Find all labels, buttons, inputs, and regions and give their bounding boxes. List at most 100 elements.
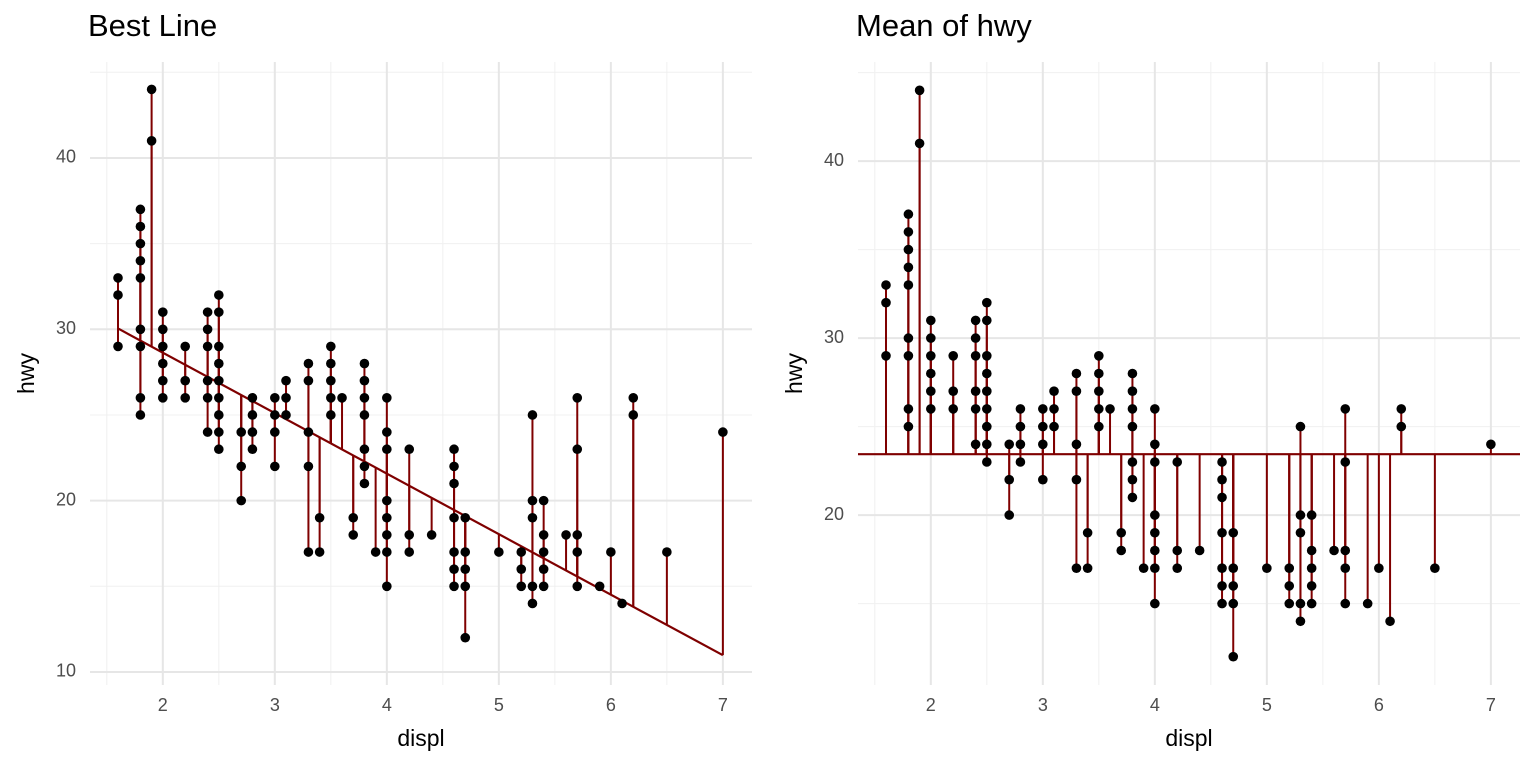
x-axis-title: displ (397, 725, 444, 751)
y-tick-label: 10 (56, 661, 76, 681)
point (158, 393, 168, 403)
point (1172, 563, 1183, 573)
point (1228, 581, 1239, 591)
point (270, 427, 280, 437)
point (903, 404, 914, 414)
point (1396, 421, 1407, 432)
point (1150, 563, 1160, 573)
point (146, 84, 157, 95)
point (1295, 421, 1306, 432)
point (1295, 598, 1306, 609)
point (236, 461, 247, 472)
point (1217, 492, 1227, 503)
point (718, 427, 728, 437)
point (135, 273, 146, 283)
point (948, 351, 959, 361)
point (236, 495, 247, 506)
point (903, 333, 914, 343)
point (303, 358, 314, 369)
point (359, 393, 370, 403)
point (1374, 563, 1384, 573)
point (1150, 439, 1160, 450)
point (1038, 404, 1048, 414)
y-tick-label: 20 (824, 504, 844, 524)
point (982, 439, 992, 450)
point (314, 512, 325, 523)
point (214, 444, 224, 455)
point (1150, 510, 1160, 520)
point (113, 290, 123, 300)
point (247, 444, 258, 455)
point (1150, 404, 1160, 414)
point (903, 227, 914, 237)
point (982, 368, 992, 379)
point (494, 547, 504, 557)
point (359, 461, 370, 472)
point (527, 598, 538, 609)
point (449, 547, 459, 557)
point (970, 351, 981, 361)
point (382, 393, 392, 403)
panel: 2 3 4 5 6 7 20 30 40 Mean of hwy displ hwy (781, 8, 1520, 751)
point (1004, 510, 1015, 520)
point (1127, 368, 1138, 379)
point (1385, 616, 1395, 627)
point (382, 530, 392, 540)
point (370, 547, 381, 557)
point (214, 307, 224, 317)
point (948, 386, 959, 396)
point (982, 404, 992, 414)
point (359, 358, 370, 369)
point (914, 138, 925, 149)
point (527, 495, 538, 506)
x-tick-label: 7 (1486, 695, 1496, 715)
point (1306, 510, 1317, 520)
point (202, 341, 213, 352)
point (382, 547, 392, 557)
point (1340, 457, 1351, 467)
point (460, 581, 471, 592)
point (1004, 474, 1015, 485)
point (1150, 457, 1160, 467)
point (449, 444, 459, 455)
point (1127, 404, 1138, 414)
point (572, 581, 583, 592)
point (1217, 474, 1227, 485)
point (1295, 527, 1306, 538)
point (1015, 404, 1026, 414)
point (1004, 439, 1015, 450)
point (1105, 404, 1115, 414)
point (1082, 527, 1093, 538)
point (382, 444, 392, 455)
point (1127, 421, 1138, 432)
point (1217, 563, 1227, 573)
point (326, 375, 336, 386)
point (1094, 404, 1104, 414)
point (202, 324, 213, 335)
point (1094, 421, 1104, 432)
point (158, 375, 168, 386)
point (404, 547, 415, 557)
point (538, 495, 549, 506)
point (1150, 545, 1160, 556)
point (214, 290, 224, 300)
point (359, 375, 370, 386)
chart-title: Mean of hwy (856, 8, 1032, 43)
point (926, 386, 936, 396)
point (135, 341, 146, 352)
point (628, 393, 639, 403)
point (460, 547, 471, 557)
point (617, 598, 627, 609)
point (1082, 563, 1093, 573)
point (926, 333, 936, 343)
point (572, 530, 583, 540)
x-tick-label: 4 (382, 695, 392, 715)
point (449, 478, 459, 489)
point (1217, 457, 1227, 467)
point (881, 297, 891, 308)
point (113, 273, 123, 283)
point (926, 351, 936, 361)
point (449, 581, 459, 592)
point (303, 427, 314, 437)
